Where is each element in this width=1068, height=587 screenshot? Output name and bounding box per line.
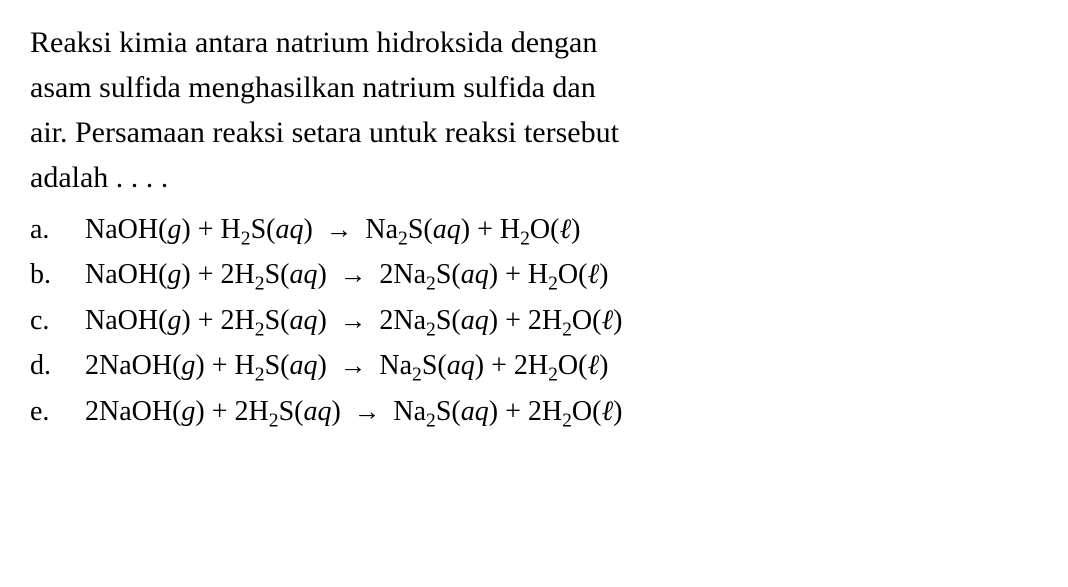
question-line-4: adalah . . . . xyxy=(30,161,168,194)
option-letter-a: a. xyxy=(30,208,85,251)
question-line-1: Reaksi kimia antara natrium hidroksida d… xyxy=(30,26,597,59)
option-d: d. 2NaOH(g) + H2S(aq) → Na2S(aq) + 2H2O(… xyxy=(30,344,1038,387)
option-c: c. NaOH(g) + 2H2S(aq) → 2Na2S(aq) + 2H2O… xyxy=(30,299,1038,342)
question-line-2: asam sulfida menghasilkan natrium sulfid… xyxy=(30,71,596,104)
option-letter-e: e. xyxy=(30,390,85,433)
question-text: Reaksi kimia antara natrium hidroksida d… xyxy=(30,20,1038,200)
option-formula-d: 2NaOH(g) + H2S(aq) → Na2S(aq) + 2H2O(ℓ) xyxy=(85,344,608,387)
options-list: a. NaOH(g) + H2S(aq) → Na2S(aq) + H2O(ℓ)… xyxy=(30,208,1038,433)
option-formula-c: NaOH(g) + 2H2S(aq) → 2Na2S(aq) + 2H2O(ℓ) xyxy=(85,299,622,342)
option-e: e. 2NaOH(g) + 2H2S(aq) → Na2S(aq) + 2H2O… xyxy=(30,390,1038,433)
question-line-3: air. Persamaan reaksi setara untuk reaks… xyxy=(30,116,619,149)
option-letter-b: b. xyxy=(30,253,85,296)
option-letter-c: c. xyxy=(30,299,85,342)
option-letter-d: d. xyxy=(30,344,85,387)
option-formula-a: NaOH(g) + H2S(aq) → Na2S(aq) + H2O(ℓ) xyxy=(85,208,580,251)
option-b: b. NaOH(g) + 2H2S(aq) → 2Na2S(aq) + H2O(… xyxy=(30,253,1038,296)
option-formula-e: 2NaOH(g) + 2H2S(aq) → Na2S(aq) + 2H2O(ℓ) xyxy=(85,390,622,433)
option-formula-b: NaOH(g) + 2H2S(aq) → 2Na2S(aq) + H2O(ℓ) xyxy=(85,253,608,296)
option-a: a. NaOH(g) + H2S(aq) → Na2S(aq) + H2O(ℓ) xyxy=(30,208,1038,251)
